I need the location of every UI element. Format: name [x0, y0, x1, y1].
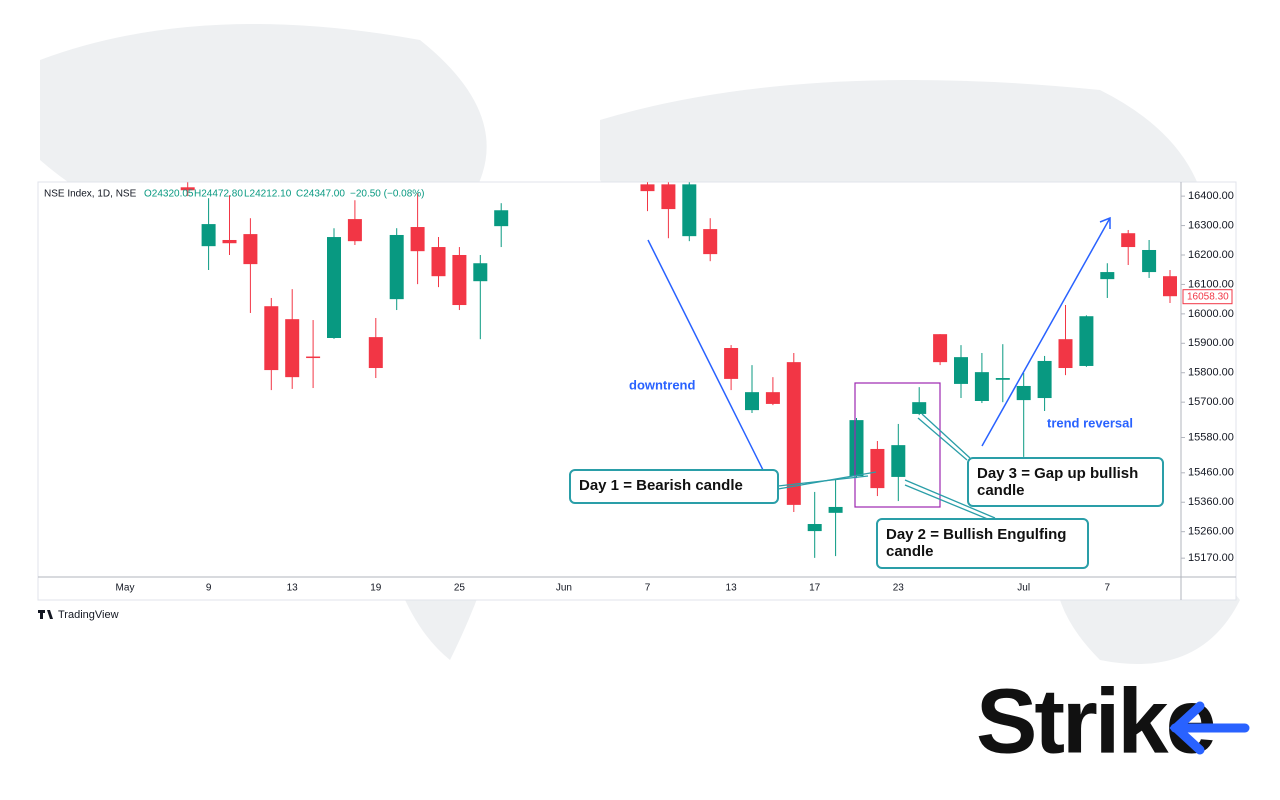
candle-body	[201, 224, 216, 247]
candle-body	[891, 445, 906, 477]
candle-body	[389, 234, 404, 300]
candle-body	[912, 402, 927, 414]
annotation-downtrend: downtrend	[629, 377, 695, 392]
x-tick-label: 17	[809, 583, 821, 594]
header-close: C24347.00	[296, 189, 345, 200]
x-tick-label: 13	[287, 583, 299, 594]
y-tick-label: 15460.00	[1188, 467, 1234, 479]
candle-body	[1079, 316, 1094, 366]
x-tick-label: Jun	[556, 583, 572, 594]
candle-body	[452, 254, 467, 306]
y-tick-label: 15700.00	[1188, 396, 1234, 408]
candle-body	[974, 372, 989, 401]
y-tick-label: 16200.00	[1188, 249, 1234, 261]
candle-body	[473, 263, 488, 282]
callout-day3: Day 3 = Gap up bullish candle	[967, 457, 1164, 507]
y-tick-label: 15900.00	[1188, 337, 1234, 349]
x-tick-label: 9	[206, 583, 212, 594]
header-low: L24212.10	[244, 189, 292, 200]
tv-logo-icon	[38, 610, 53, 619]
candle-body	[347, 219, 362, 242]
candle-body	[1058, 339, 1073, 369]
candle-body	[724, 348, 739, 379]
header-open: O24320.05	[144, 189, 194, 200]
candle-body	[786, 362, 801, 505]
candle-body	[410, 227, 425, 252]
x-tick-label: 7	[1105, 583, 1111, 594]
candle-body	[870, 448, 885, 489]
candle-body	[640, 184, 655, 192]
y-tick-label: 16400.00	[1188, 190, 1234, 202]
y-tick-label: 15800.00	[1188, 367, 1234, 379]
logo-accent	[1169, 701, 1250, 755]
annotation-reversal: trend reversal	[1047, 415, 1133, 430]
candle-body	[180, 187, 195, 191]
candle-body	[222, 239, 237, 244]
candle-body	[1121, 233, 1136, 248]
y-tick-label: 15580.00	[1188, 431, 1234, 443]
y-tick-label: 15260.00	[1188, 526, 1234, 538]
y-tick-label: 15170.00	[1188, 552, 1234, 564]
last-price-label: 16058.30	[1187, 291, 1229, 302]
candle-body	[243, 234, 258, 265]
y-tick-label: 15360.00	[1188, 496, 1234, 508]
y-tick-label: 16100.00	[1188, 278, 1234, 290]
y-tick-label: 16300.00	[1188, 219, 1234, 231]
candle-body	[849, 420, 864, 477]
x-tick-label: 13	[726, 583, 738, 594]
brand: TradingView	[58, 609, 119, 621]
candle-body	[368, 337, 383, 369]
candle-body	[306, 356, 321, 359]
x-tick-label: 25	[454, 583, 466, 594]
y-tick-label: 16000.00	[1188, 308, 1234, 320]
last-price-tag	[1182, 289, 1233, 305]
candle-body	[807, 524, 822, 532]
candle-body	[995, 378, 1010, 380]
x-tick-label: May	[116, 583, 135, 594]
candle-body	[431, 247, 446, 277]
x-tick-label: 19	[370, 583, 382, 594]
x-tick-label: 23	[893, 583, 905, 594]
candle-body	[1163, 276, 1177, 297]
x-tick-label: 7	[645, 583, 651, 594]
candle-body	[661, 184, 676, 210]
candle-body	[264, 306, 279, 371]
highlight-box	[854, 382, 941, 508]
header-symbol: NSE Index, 1D, NSE	[44, 189, 137, 200]
candle-body	[1142, 249, 1157, 273]
candle-body	[1037, 360, 1052, 399]
candle-body	[494, 210, 509, 227]
candle-body	[682, 184, 697, 237]
callout-day2: Day 2 = Bullish Engulfing candle	[876, 518, 1089, 569]
candle-body	[828, 506, 843, 513]
candle-body	[745, 392, 759, 411]
candle-body	[954, 357, 968, 384]
candle-body	[1100, 272, 1115, 280]
candle-body	[327, 237, 341, 338]
header-high: H24472.80	[194, 189, 243, 200]
candle-body	[765, 392, 780, 404]
candle-body	[1016, 385, 1031, 401]
callout-connectors	[777, 413, 996, 521]
header-change: −20.50 (−0.08%)	[350, 189, 425, 200]
candle-body	[285, 319, 300, 378]
candle-body	[703, 229, 718, 255]
callout-day1: Day 1 = Bearish candle	[569, 469, 779, 504]
x-tick-label: Jul	[1017, 583, 1030, 594]
candle-body	[933, 334, 948, 363]
